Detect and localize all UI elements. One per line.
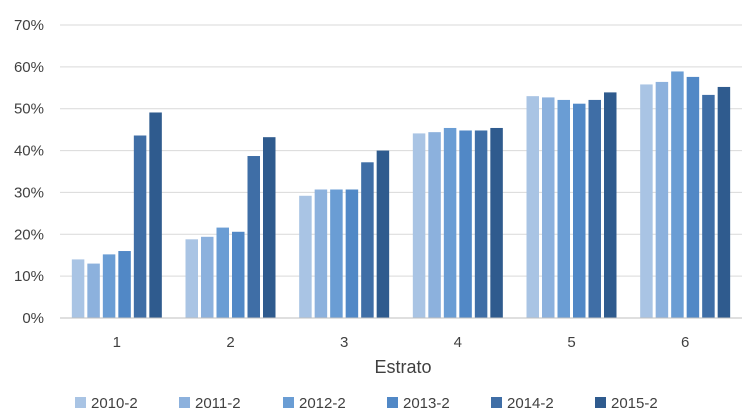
legend-label: 2011-2 [195,395,241,412]
grid-lines [60,24,742,277]
bar-2011-2-estrato-4 [428,132,441,318]
bar-2010-2-estrato-2 [185,239,198,318]
bar-2010-2-estrato-6 [640,84,653,319]
bar-2013-2-estrato-2 [232,231,245,318]
bar-2014-2-estrato-3 [361,162,374,318]
legend-swatch-2013-2 [387,397,398,408]
bar-2012-2-estrato-3 [330,189,343,318]
bar-2010-2-estrato-1 [71,259,85,318]
x-tick-label: 6 [681,334,689,351]
x-tick-label: 5 [567,334,575,351]
bar-2013-2-estrato-6 [686,76,700,318]
legend-label: 2010-2 [91,395,138,412]
x-tick-label: 4 [454,334,462,351]
x-axis-ticks: 1 2 3 4 5 6 [113,334,690,351]
bar-2011-2-estrato-6 [655,81,669,318]
y-tick-label: 60% [14,59,44,76]
bar-2015-2-estrato-4 [490,127,503,319]
x-tick-label: 1 [113,334,121,351]
bar-2011-2-estrato-5 [542,97,555,318]
bar-2015-2-estrato-2 [263,137,276,318]
bar-2010-2-estrato-4 [412,133,426,318]
bar-2010-2-estrato-5 [526,96,539,319]
y-tick-label: 50% [14,101,44,118]
legend-swatch-2011-2 [179,397,190,408]
bar-2011-2-estrato-1 [87,263,100,318]
legend-label: 2013-2 [403,395,450,412]
y-tick-label: 0% [22,310,44,327]
bar-2014-2-estrato-4 [474,130,488,318]
x-axis-title: Estrato [374,357,431,377]
x-tick-label: 2 [226,334,234,351]
bar-2014-2-estrato-5 [588,99,601,318]
legend-swatch-2015-2 [595,397,606,408]
bar-2015-2-estrato-5 [604,92,617,318]
bar-2013-2-estrato-3 [345,189,359,318]
bar-2015-2-estrato-3 [376,150,390,318]
legend-swatch-2014-2 [491,397,502,408]
bar-2012-2-estrato-4 [443,127,457,319]
bar-2011-2-estrato-2 [201,236,214,318]
y-axis-ticks: 0% 10% 20% 30% 40% 50% 60% 70% [14,17,44,327]
legend-swatch-2010-2 [75,397,86,408]
bar-2015-2-estrato-6 [717,86,731,318]
legend-swatch-2012-2 [283,397,294,408]
bar-2014-2-estrato-6 [702,94,715,318]
legend-label: 2015-2 [611,395,658,412]
bar-2012-2-estrato-6 [671,71,684,318]
y-tick-label: 30% [14,184,44,201]
bar-2012-2-estrato-2 [216,227,229,318]
bar-2013-2-estrato-4 [459,130,472,318]
x-tick-label: 3 [340,334,348,351]
bar-2011-2-estrato-3 [314,189,328,318]
y-tick-label: 20% [14,226,44,243]
y-tick-label: 70% [14,17,44,34]
bar-2010-2-estrato-3 [299,195,312,318]
bar-2012-2-estrato-5 [557,99,570,318]
legend-label: 2012-2 [299,395,346,412]
bar-2013-2-estrato-5 [573,103,586,318]
legend-label: 2014-2 [507,395,554,412]
bar-2013-2-estrato-1 [118,251,131,318]
bar-2014-2-estrato-1 [133,135,147,318]
y-tick-label: 40% [14,143,44,160]
bars [71,71,731,319]
bar-2014-2-estrato-2 [247,156,260,318]
bar-2012-2-estrato-1 [102,254,116,318]
legend: 2010-2 2011-2 2012-2 2013-2 2014-2 2015-2 [75,395,658,412]
bar-2015-2-estrato-1 [149,112,162,318]
y-tick-label: 10% [14,268,44,285]
